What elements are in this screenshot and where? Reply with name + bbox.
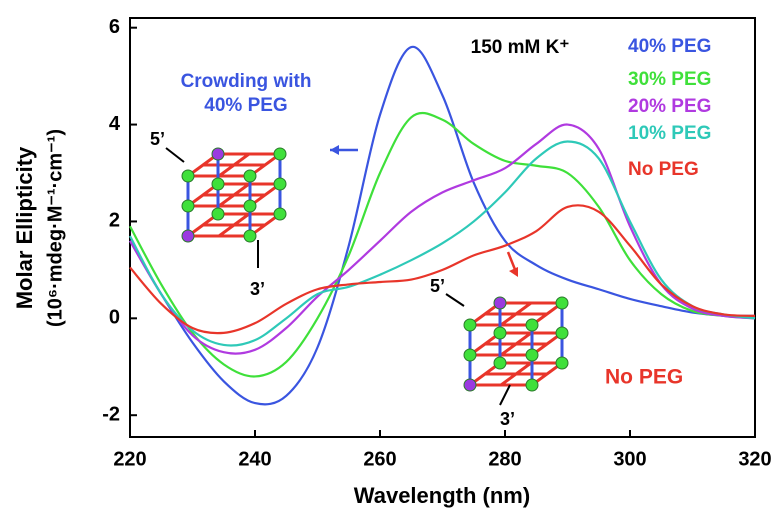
nucleotide bbox=[493, 296, 507, 310]
nucleotide bbox=[211, 177, 225, 191]
y-axis-label: (10⁶·mdeg·M⁻¹·cm⁻¹) bbox=[44, 129, 66, 327]
arrow-head bbox=[509, 267, 518, 277]
nucleotide bbox=[273, 207, 287, 221]
legend-entry: 40% PEG bbox=[628, 36, 711, 57]
nucleotide bbox=[181, 199, 195, 213]
nucleotide bbox=[463, 348, 477, 362]
x-tick-label: 280 bbox=[488, 448, 521, 470]
nucleotide bbox=[555, 326, 569, 340]
nucleotide bbox=[463, 378, 477, 392]
nucleotide bbox=[463, 318, 477, 332]
nucleotide bbox=[273, 147, 287, 161]
legend-entry: 30% PEG bbox=[628, 69, 711, 90]
x-tick-label: 260 bbox=[363, 448, 396, 470]
y-tick-label: -2 bbox=[102, 403, 120, 425]
x-tick-label: 220 bbox=[113, 448, 146, 470]
series-line bbox=[129, 111, 756, 378]
nucleotide bbox=[243, 229, 257, 243]
nucleotide bbox=[211, 207, 225, 221]
y-axis-label: Molar Ellipticity bbox=[12, 146, 37, 309]
strand-arrow bbox=[445, 293, 465, 307]
nucleotide bbox=[181, 229, 195, 243]
y-tick-label: 4 bbox=[109, 113, 121, 135]
legend-entry: 20% PEG bbox=[628, 96, 711, 117]
strand-arrow bbox=[165, 147, 185, 163]
inset-label: 40% PEG bbox=[204, 95, 287, 116]
nucleotide bbox=[525, 378, 539, 392]
nucleotide bbox=[243, 199, 257, 213]
series-line bbox=[129, 140, 756, 347]
nucleotide bbox=[243, 169, 257, 183]
y-tick-label: 2 bbox=[109, 210, 120, 232]
strand-arrow bbox=[499, 384, 511, 406]
nucleotide bbox=[273, 177, 287, 191]
arrow-head bbox=[330, 145, 339, 155]
strand-end: 3’ bbox=[500, 409, 515, 429]
inset-label: No PEG bbox=[605, 366, 683, 389]
nucleotide bbox=[525, 348, 539, 362]
strand-end: 3’ bbox=[250, 279, 265, 299]
series-line bbox=[129, 45, 756, 406]
nucleotide bbox=[493, 356, 507, 370]
nucleotide bbox=[525, 318, 539, 332]
nucleotide bbox=[211, 147, 225, 161]
y-tick-label: 0 bbox=[109, 307, 120, 329]
strand-end: 5’ bbox=[430, 276, 445, 296]
nucleotide bbox=[493, 326, 507, 340]
x-axis-label: Wavelength (nm) bbox=[354, 483, 530, 508]
inset-label: Crowding with bbox=[181, 71, 312, 92]
nucleotide bbox=[181, 169, 195, 183]
annotation: 150 mM K⁺ bbox=[471, 37, 570, 58]
series-line bbox=[129, 204, 756, 335]
series-line bbox=[129, 123, 756, 355]
y-tick-label: 6 bbox=[109, 16, 120, 38]
x-tick-label: 320 bbox=[738, 448, 771, 470]
strand-end: 5’ bbox=[150, 129, 165, 149]
x-tick-label: 240 bbox=[238, 448, 271, 470]
nucleotide bbox=[555, 296, 569, 310]
legend-entry: No PEG bbox=[628, 159, 699, 180]
x-tick-label: 300 bbox=[613, 448, 646, 470]
nucleotide bbox=[555, 356, 569, 370]
legend-entry: 10% PEG bbox=[628, 123, 711, 144]
